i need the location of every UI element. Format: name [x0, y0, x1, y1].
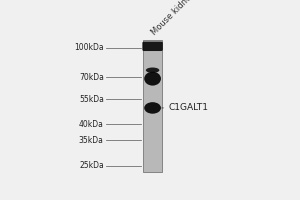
- Text: 40kDa: 40kDa: [79, 120, 104, 129]
- FancyBboxPatch shape: [142, 42, 163, 51]
- Bar: [143, 40, 162, 172]
- Text: 35kDa: 35kDa: [79, 136, 104, 145]
- Text: C1GALT1: C1GALT1: [162, 103, 209, 112]
- Text: 100kDa: 100kDa: [74, 43, 104, 52]
- Text: 25kDa: 25kDa: [79, 161, 104, 170]
- Ellipse shape: [144, 72, 161, 86]
- Text: 70kDa: 70kDa: [79, 73, 104, 82]
- Text: 55kDa: 55kDa: [79, 95, 104, 104]
- Ellipse shape: [144, 102, 161, 114]
- Ellipse shape: [146, 68, 159, 73]
- Text: Mouse kidney: Mouse kidney: [150, 0, 197, 37]
